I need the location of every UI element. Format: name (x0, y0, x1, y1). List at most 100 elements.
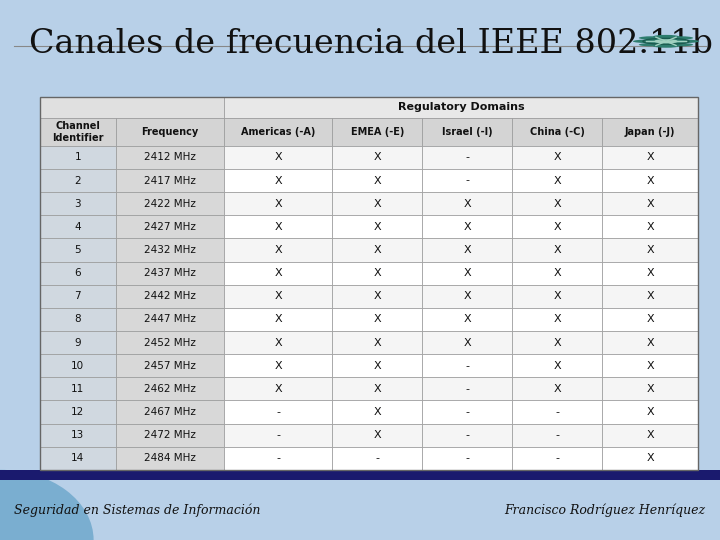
Bar (423, 118, 512, 146)
Bar (333, 308, 423, 331)
Text: X: X (274, 361, 282, 370)
Bar (40, 285, 116, 308)
Bar (40, 169, 116, 192)
Text: 8: 8 (74, 314, 81, 325)
Bar (40, 423, 116, 447)
Bar (333, 400, 423, 423)
Bar (116, 447, 224, 470)
Circle shape (633, 39, 659, 43)
Bar (40, 377, 116, 400)
Text: -: - (375, 453, 379, 463)
Text: X: X (464, 338, 471, 348)
Text: -: - (465, 453, 469, 463)
Circle shape (639, 36, 665, 39)
Bar (602, 215, 698, 238)
Bar (423, 331, 512, 354)
Bar (602, 261, 698, 285)
Text: X: X (647, 430, 654, 440)
Bar (0, 470, 720, 540)
Bar (116, 261, 224, 285)
Bar (333, 215, 423, 238)
Text: X: X (554, 245, 561, 255)
Text: X: X (647, 245, 654, 255)
Bar (333, 423, 423, 447)
Text: X: X (274, 222, 282, 232)
Text: 5: 5 (74, 245, 81, 255)
Text: X: X (554, 361, 561, 370)
Text: 2452 MHz: 2452 MHz (144, 338, 196, 348)
Circle shape (639, 43, 665, 46)
Text: Japan (-J): Japan (-J) (625, 127, 675, 137)
Text: -: - (465, 176, 469, 186)
Text: Israel (-I): Israel (-I) (442, 127, 492, 137)
Circle shape (673, 39, 699, 43)
Bar (333, 285, 423, 308)
Bar (423, 447, 512, 470)
Bar (423, 354, 512, 377)
Text: 2432 MHz: 2432 MHz (144, 245, 196, 255)
Text: X: X (647, 338, 654, 348)
Bar (116, 400, 224, 423)
Text: X: X (647, 384, 654, 394)
Text: X: X (554, 268, 561, 278)
Bar (333, 261, 423, 285)
Bar (116, 377, 224, 400)
Text: X: X (374, 407, 381, 417)
Wedge shape (0, 470, 94, 540)
Bar (333, 169, 423, 192)
Bar (512, 238, 602, 261)
Bar (512, 308, 602, 331)
Text: X: X (554, 199, 561, 208)
Circle shape (643, 38, 689, 44)
Text: -: - (465, 384, 469, 394)
Text: -: - (276, 453, 280, 463)
Bar (116, 192, 224, 215)
Bar (602, 169, 698, 192)
Bar (423, 377, 512, 400)
Text: X: X (554, 152, 561, 163)
Bar (602, 285, 698, 308)
Bar (333, 146, 423, 169)
Text: X: X (464, 245, 471, 255)
Text: X: X (647, 291, 654, 301)
Bar (512, 146, 602, 169)
Bar (333, 447, 423, 470)
Bar (423, 192, 512, 215)
Bar (512, 400, 602, 423)
Bar (224, 169, 333, 192)
Text: -: - (555, 453, 559, 463)
Text: X: X (374, 199, 381, 208)
Text: X: X (374, 430, 381, 440)
Text: X: X (274, 152, 282, 163)
Text: X: X (647, 314, 654, 325)
Text: X: X (647, 453, 654, 463)
Bar (224, 354, 333, 377)
Text: X: X (647, 222, 654, 232)
Bar (224, 308, 333, 331)
Circle shape (653, 35, 679, 38)
Text: 2427 MHz: 2427 MHz (144, 222, 196, 232)
Text: Americas (-A): Americas (-A) (241, 127, 315, 137)
Bar (333, 331, 423, 354)
Bar (224, 118, 333, 146)
Text: X: X (374, 314, 381, 325)
Bar (40, 400, 116, 423)
Bar (333, 377, 423, 400)
Bar (512, 118, 602, 146)
Text: X: X (464, 268, 471, 278)
Text: X: X (647, 152, 654, 163)
Text: 4: 4 (74, 222, 81, 232)
Bar (116, 118, 224, 146)
Bar (423, 423, 512, 447)
Text: X: X (374, 176, 381, 186)
Bar (40, 192, 116, 215)
Bar (40, 97, 224, 118)
Bar (333, 192, 423, 215)
Circle shape (667, 36, 693, 39)
Bar (423, 308, 512, 331)
Text: Frequency: Frequency (141, 127, 199, 137)
Text: 2422 MHz: 2422 MHz (144, 199, 196, 208)
Text: -: - (555, 430, 559, 440)
Bar (512, 354, 602, 377)
Bar (602, 447, 698, 470)
